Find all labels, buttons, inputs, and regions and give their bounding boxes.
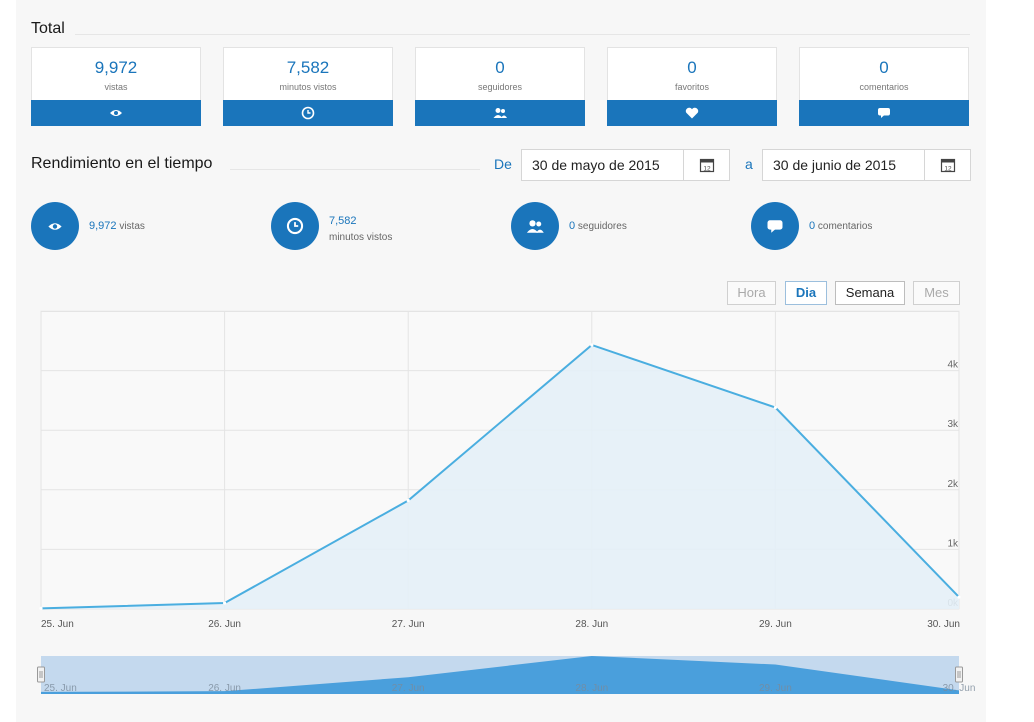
data-point: [223, 601, 227, 605]
heart-icon: [685, 107, 699, 119]
navigator-label: 27. Jun: [392, 683, 425, 694]
card-minutes: 7,582 minutos vistos: [223, 47, 393, 126]
navigator-handle[interactable]: [955, 666, 963, 683]
calendar-icon: 12: [940, 158, 955, 173]
period-hour-button[interactable]: Hora: [727, 281, 776, 305]
card-bar: [223, 100, 393, 126]
data-point: [773, 405, 778, 410]
period-week-button[interactable]: Semana: [835, 281, 905, 305]
card-value: 0: [879, 58, 889, 77]
x-tick-label: 30. Jun: [927, 619, 960, 630]
card-views: 9,972 vistas: [31, 47, 201, 126]
card-bar: [415, 100, 585, 126]
card-value: 0: [687, 58, 697, 77]
x-tick-label: 29. Jun: [759, 619, 792, 630]
x-tick-label: 26. Jun: [208, 619, 241, 630]
followers-icon: [526, 219, 544, 233]
card-favorites: 0 favoritos: [607, 47, 777, 126]
navigator-label: 26. Jun: [208, 683, 241, 694]
from-date-value: 30 de mayo de 2015: [532, 157, 660, 173]
stat-value: 0: [569, 220, 576, 232]
stat-label: vistas: [119, 221, 145, 232]
navigator-label: 28. Jun: [575, 683, 608, 694]
x-tick-label: 25. Jun: [41, 619, 74, 630]
data-point: [39, 606, 43, 611]
stat-value: 7,582: [329, 215, 357, 227]
data-point: [590, 343, 594, 347]
to-date-field[interactable]: 30 de junio de 2015 12: [762, 149, 971, 181]
card-bar: [607, 100, 777, 126]
stat-circle: [271, 202, 319, 250]
stat-label: comentarios: [817, 221, 873, 232]
svg-text:12: 12: [703, 166, 711, 173]
chart-navigator[interactable]: 25. Jun 26. Jun 27. Jun 28. Jun 29. Jun 30. J…: [0, 650, 1034, 700]
card-value: 7,582: [286, 58, 330, 77]
followers-icon: [493, 108, 507, 118]
card-bar: [799, 100, 969, 126]
divider: [75, 34, 970, 35]
card-label: vistas: [104, 82, 128, 92]
stat-value: 0: [809, 220, 816, 232]
period-day-button[interactable]: Dia: [785, 281, 827, 305]
stat-circle: [31, 202, 79, 250]
navigator-area: [41, 656, 959, 694]
series-area: [41, 344, 959, 609]
total-title: Total: [31, 20, 65, 37]
card-value: 9,972: [94, 58, 138, 77]
series-line: [40, 343, 960, 610]
card-label: seguidores: [477, 82, 523, 92]
svg-text:12: 12: [944, 166, 952, 173]
card-label: favoritos: [674, 82, 709, 92]
navigator-handle[interactable]: [37, 666, 45, 683]
navigator-label: 30. Jun: [943, 683, 976, 694]
data-point: [406, 498, 410, 503]
x-tick-label: 28. Jun: [575, 619, 608, 630]
calendar-icon: 12: [699, 158, 714, 173]
card-value: 0: [495, 58, 505, 77]
divider: [230, 169, 480, 170]
comment-icon: [767, 219, 783, 233]
card-bar: [31, 100, 201, 126]
performance-title: Rendimiento en el tiempo: [31, 155, 213, 172]
stat-label: seguidores: [577, 221, 627, 232]
comment-icon: [878, 108, 890, 118]
y-tick-label: 1k: [947, 538, 959, 549]
from-label: De: [494, 156, 512, 172]
stat-circle: [751, 202, 799, 250]
y-tick-label: 2k: [947, 479, 959, 490]
y-tick-label: 4k: [947, 360, 959, 371]
y-tick-label: 3k: [947, 419, 959, 430]
card-comments: 0 comentarios: [799, 47, 969, 126]
navigator-label: 29. Jun: [759, 683, 792, 694]
navigator-label: 25. Jun: [44, 683, 77, 694]
card-label: minutos vistos: [279, 82, 337, 92]
card-label: comentarios: [859, 82, 909, 92]
stat-circle: [511, 202, 559, 250]
card-followers: 0 seguidores: [415, 47, 585, 126]
eye-icon: [48, 222, 62, 230]
stat-value: 9,972: [89, 220, 117, 232]
to-date-value: 30 de junio de 2015: [773, 157, 896, 173]
clock-icon: [286, 217, 304, 235]
calendar-button[interactable]: 12: [924, 150, 970, 180]
period-month-button[interactable]: Mes: [913, 281, 960, 305]
stat-label: minutos vistos: [329, 232, 393, 243]
x-tick-label: 27. Jun: [392, 619, 425, 630]
eye-icon: [110, 110, 122, 116]
clock-icon: [301, 106, 315, 120]
calendar-button[interactable]: 12: [683, 150, 729, 180]
from-date-field[interactable]: 30 de mayo de 2015 12: [521, 149, 730, 181]
data-point: [957, 595, 961, 599]
to-label: a: [745, 156, 753, 172]
